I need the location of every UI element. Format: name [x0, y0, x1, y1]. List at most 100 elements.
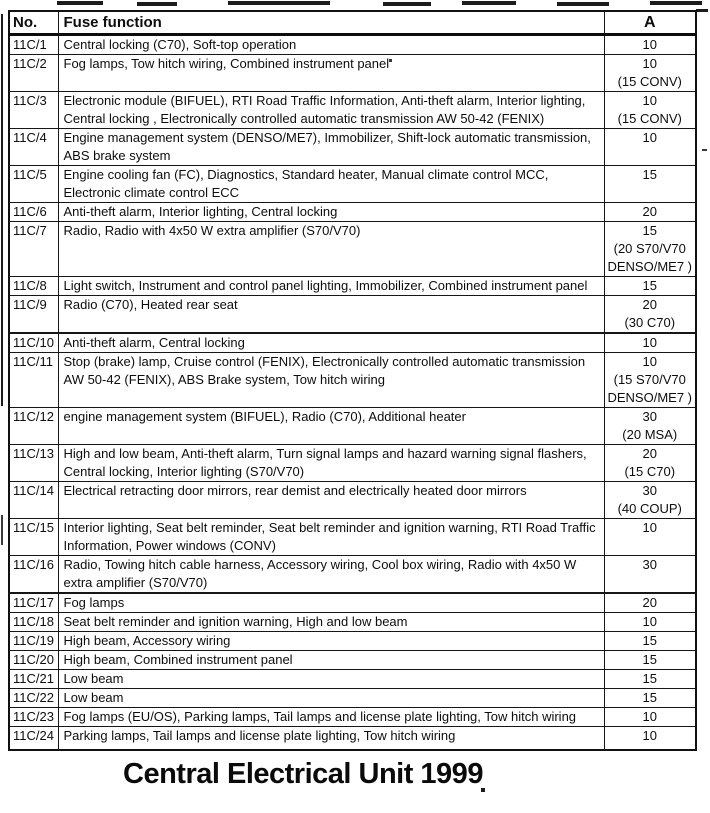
amp-line: 15: [642, 671, 657, 686]
table-row: 11C/9 Radio (C70), Heated rear seat 20 (30 …: [8, 295, 697, 334]
table-row: 11C/2 Fog lamps, Tow hitch wiring, Combin…: [8, 54, 697, 92]
fuse-no-cell: 11C/22: [8, 688, 59, 708]
fuse-no-cell: 11C/24: [8, 726, 59, 750]
amp-line: 10: [642, 354, 657, 369]
table-row: 11C/22 Low beam 15: [8, 688, 697, 708]
amp-line: (20 S70/V70: [613, 241, 686, 256]
fuse-function-cell: Light switch, Instrument and control pan…: [57, 276, 605, 296]
table-row: 11C/17 Fog lamps 20: [8, 592, 697, 613]
fuse-amp-cell: 15: [603, 276, 697, 296]
fuse-amp-cell: 10: [603, 34, 697, 55]
amp-line: 20: [642, 297, 657, 312]
amp-line: (15 S70/V70: [613, 372, 686, 387]
fuse-function-cell: Anti-theft alarm, Interior lighting, Cen…: [57, 202, 605, 222]
fuse-function-cell: Fog lamps: [57, 592, 605, 613]
fuse-function-cell: Seat belt reminder and ignition warning,…: [57, 612, 605, 632]
fuse-no-cell: 11C/6: [8, 202, 59, 222]
table-row: 11C/16 Radio, Towing hitch cable harness,…: [8, 555, 697, 594]
amp-line: 10: [642, 93, 657, 108]
fuse-amp-cell: 10: [603, 707, 697, 727]
fuse-function-cell: Low beam: [57, 688, 605, 708]
fuse-amp-cell: 10: [603, 128, 697, 166]
fuse-function-cell: Fog lamps (EU/OS), Parking lamps, Tail l…: [57, 707, 605, 727]
amp-line: 10: [642, 614, 657, 629]
fuse-amp-cell: 15: [603, 650, 697, 670]
fuse-function-cell: Engine management system (DENSO/ME7), Im…: [57, 128, 605, 166]
column-header-amp: A: [603, 10, 697, 36]
fuse-function-cell: High and low beam, Anti-theft alarm, Tur…: [57, 444, 605, 482]
column-header-function: Fuse function: [57, 10, 605, 36]
fuse-amp-cell: 20: [603, 202, 697, 222]
amp-line: (20 MSA): [622, 427, 678, 442]
amp-line: DENSO/ME7 ): [607, 390, 692, 405]
fuse-amp-cell: 15: [603, 688, 697, 708]
scan-artifact: [383, 2, 431, 6]
fuse-no-cell: 11C/20: [8, 650, 59, 670]
scan-artifact: [696, 9, 708, 12]
amp-line: 30: [642, 557, 657, 572]
fuse-no-cell: 11C/11: [8, 352, 59, 408]
fuse-function-cell: Low beam: [57, 669, 605, 689]
scan-artifact: [57, 1, 103, 5]
fuse-no-cell: 11C/19: [8, 631, 59, 651]
scan-artifact: [1, 515, 3, 545]
scan-artifact: [481, 788, 485, 792]
fuse-amp-cell: 15 (20 S70/V70 DENSO/ME7 ): [603, 221, 697, 277]
table-row: 11C/18 Seat belt reminder and ignition wa…: [8, 612, 697, 632]
table-row: 11C/10 Anti-theft alarm, Central locking 1…: [8, 332, 697, 353]
fuse-amp-cell: 10: [603, 518, 697, 556]
fuse-amp-cell: 10: [603, 332, 697, 353]
table-row: 11C/6 Anti-theft alarm, Interior lighting…: [8, 202, 697, 222]
fuse-no-cell: 11C/10: [8, 332, 59, 353]
scan-artifact: [462, 1, 516, 5]
amp-line: 10: [642, 130, 657, 145]
amp-line: 20: [642, 446, 657, 461]
table-row: 11C/14 Electrical retracting door mirrors…: [8, 481, 697, 519]
fuse-amp-cell: 30 (40 COUP): [603, 481, 697, 519]
fuse-no-cell: 11C/15: [8, 518, 59, 556]
amp-line: 15: [642, 167, 657, 182]
fuse-amp-cell: 10 (15 CONV): [603, 54, 697, 92]
fuse-no-cell: 11C/4: [8, 128, 59, 166]
scan-artifact: [1, 14, 3, 406]
fuse-amp-cell: 20 (15 C70): [603, 444, 697, 482]
fuse-amp-cell: 10: [603, 726, 697, 750]
table-row: 11C/5 Engine cooling fan (FC), Diagnostic…: [8, 165, 697, 203]
page-caption: Central Electrical Unit 1999: [123, 758, 483, 790]
fuse-function-cell: Stop (brake) lamp, Cruise control (FENIX…: [57, 352, 605, 408]
fuse-no-cell: 11C/23: [8, 707, 59, 727]
amp-line: (30 C70): [624, 315, 676, 330]
fuse-function-cell: Radio, Radio with 4x50 W extra amplifier…: [57, 221, 605, 277]
amp-line: DENSO/ME7 ): [607, 259, 692, 274]
fuse-function-cell: Parking lamps, Tail lamps and license pl…: [57, 726, 605, 750]
fuse-function-cell: Anti-theft alarm, Central locking: [57, 332, 605, 353]
table-row: 11C/12 engine management system (BIFUEL),…: [8, 407, 697, 445]
table-row: 11C/24 Parking lamps, Tail lamps and lice…: [8, 726, 697, 750]
table-header-row: No. Fuse function A: [8, 10, 697, 36]
amp-line: 15: [642, 278, 657, 293]
fuse-amp-cell: 15: [603, 165, 697, 203]
fuse-function-cell: High beam, Accessory wiring: [57, 631, 605, 651]
fuse-function-cell: Fog lamps, Tow hitch wiring, Combined in…: [57, 54, 605, 92]
fuse-no-cell: 11C/13: [8, 444, 59, 482]
amp-line: 30: [642, 483, 657, 498]
fuse-no-cell: 11C/1: [8, 34, 59, 55]
column-header-no: No.: [8, 10, 59, 36]
fuse-amp-cell: 30: [603, 555, 697, 594]
table-row: 11C/11 Stop (brake) lamp, Cruise control …: [8, 352, 697, 408]
scan-artifact: [557, 2, 609, 6]
fuse-no-cell: 11C/17: [8, 592, 59, 613]
amp-line: (15 CONV): [617, 74, 682, 89]
fuse-function-cell: Radio (C70), Heated rear seat: [57, 295, 605, 334]
amp-line: 10: [642, 56, 657, 71]
amp-line: (15 CONV): [617, 111, 682, 126]
amp-line: 10: [642, 37, 657, 52]
scan-artifact: [650, 1, 702, 5]
fuse-amp-cell: 15: [603, 631, 697, 651]
fuse-amp-cell: 20 (30 C70): [603, 295, 697, 334]
amp-line: 15: [642, 690, 657, 705]
table-row: 11C/4 Engine management system (DENSO/ME7…: [8, 128, 697, 166]
amp-line: (40 COUP): [617, 501, 682, 516]
amp-line: 20: [642, 204, 657, 219]
